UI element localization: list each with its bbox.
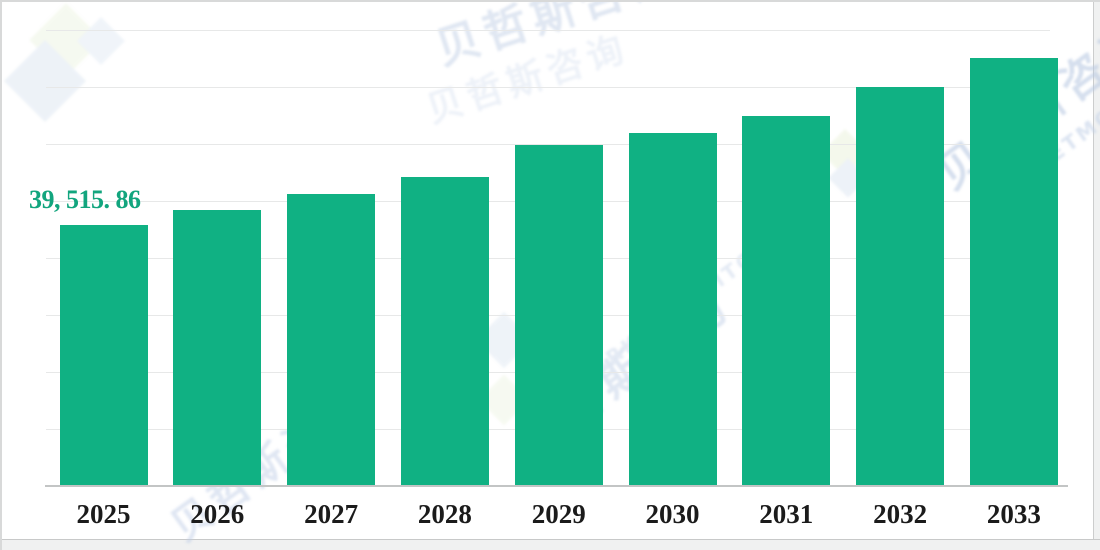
bar-2030 bbox=[628, 133, 717, 486]
x-axis-label-2029: 2029 bbox=[531, 499, 586, 529]
gridline bbox=[46, 87, 1050, 88]
bar-2025 bbox=[59, 225, 148, 486]
value-label: 39, 515. 86 bbox=[29, 185, 141, 214]
gridline bbox=[46, 30, 1050, 31]
watermark-text-top-center: 贝哲斯咨询 bbox=[429, 0, 684, 76]
bar-2031 bbox=[742, 116, 831, 486]
x-axis-label-2033: 2033 bbox=[986, 499, 1041, 529]
frame-edge-right bbox=[1093, 2, 1100, 550]
bar-2028 bbox=[400, 176, 489, 486]
watermark-diamond-green bbox=[29, 3, 103, 77]
watermark-diamond-blue-small bbox=[76, 16, 126, 66]
x-axis-line bbox=[45, 485, 1068, 487]
bar-2026 bbox=[173, 210, 262, 486]
bar-2033 bbox=[969, 57, 1058, 486]
bar-2027 bbox=[287, 194, 376, 486]
x-axis-label-2031: 2031 bbox=[759, 499, 814, 529]
x-axis-label-2028: 2028 bbox=[417, 499, 472, 529]
bar-2029 bbox=[514, 145, 603, 486]
x-axis-label-2030: 2030 bbox=[645, 499, 700, 529]
bar-2032 bbox=[856, 87, 945, 486]
gridline bbox=[46, 144, 1050, 145]
x-axis-label-2027: 2027 bbox=[304, 499, 359, 529]
watermark-text-top-center-2: 贝哲斯咨询 bbox=[421, 27, 635, 132]
watermark-diamond-blue bbox=[3, 39, 87, 123]
x-axis-label-2032: 2032 bbox=[873, 499, 928, 529]
frame-edge-bottom bbox=[2, 539, 1100, 550]
watermark-logo-icon bbox=[3, 3, 132, 140]
x-axis-label-2025: 2025 bbox=[76, 499, 131, 529]
x-axis-label-2026: 2026 bbox=[190, 499, 245, 529]
